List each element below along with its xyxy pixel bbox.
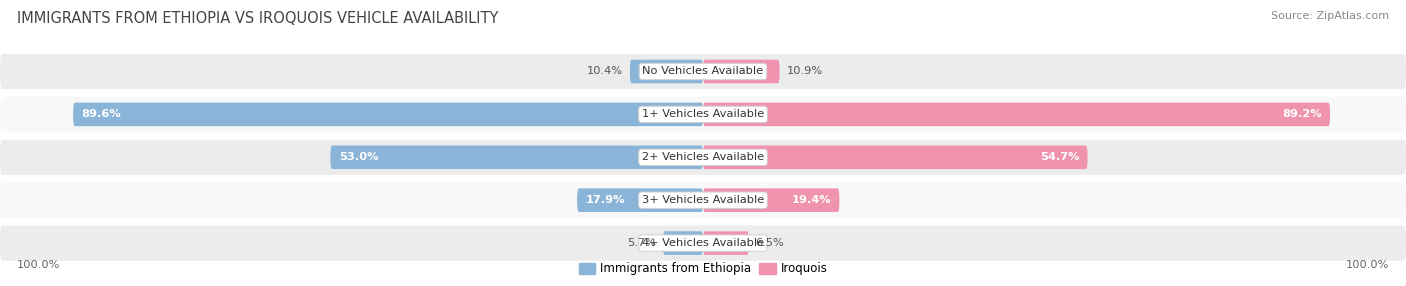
FancyBboxPatch shape [0, 54, 1406, 89]
Text: 10.9%: 10.9% [787, 67, 823, 76]
FancyBboxPatch shape [73, 103, 703, 126]
Text: 5.7%: 5.7% [627, 238, 655, 248]
FancyBboxPatch shape [330, 146, 703, 169]
FancyBboxPatch shape [703, 60, 779, 83]
FancyBboxPatch shape [703, 146, 1088, 169]
Text: 89.6%: 89.6% [82, 110, 121, 119]
FancyBboxPatch shape [0, 140, 1406, 175]
Text: 100.0%: 100.0% [1346, 260, 1389, 270]
Text: 10.4%: 10.4% [586, 67, 623, 76]
FancyBboxPatch shape [664, 231, 703, 255]
Text: IMMIGRANTS FROM ETHIOPIA VS IROQUOIS VEHICLE AVAILABILITY: IMMIGRANTS FROM ETHIOPIA VS IROQUOIS VEH… [17, 11, 498, 26]
FancyBboxPatch shape [0, 225, 1406, 261]
Text: 54.7%: 54.7% [1039, 152, 1080, 162]
FancyBboxPatch shape [0, 97, 1406, 132]
Text: No Vehicles Available: No Vehicles Available [643, 67, 763, 76]
FancyBboxPatch shape [703, 188, 839, 212]
Text: 100.0%: 100.0% [17, 260, 60, 270]
Legend: Immigrants from Ethiopia, Iroquois: Immigrants from Ethiopia, Iroquois [574, 258, 832, 280]
FancyBboxPatch shape [630, 60, 703, 83]
FancyBboxPatch shape [0, 182, 1406, 218]
FancyBboxPatch shape [578, 188, 703, 212]
Text: 89.2%: 89.2% [1282, 110, 1322, 119]
FancyBboxPatch shape [703, 103, 1330, 126]
FancyBboxPatch shape [703, 231, 749, 255]
Text: 19.4%: 19.4% [792, 195, 831, 205]
Text: 4+ Vehicles Available: 4+ Vehicles Available [643, 238, 763, 248]
Text: 17.9%: 17.9% [586, 195, 626, 205]
Text: 53.0%: 53.0% [339, 152, 378, 162]
Text: 2+ Vehicles Available: 2+ Vehicles Available [643, 152, 763, 162]
Text: Source: ZipAtlas.com: Source: ZipAtlas.com [1271, 11, 1389, 21]
Text: 1+ Vehicles Available: 1+ Vehicles Available [643, 110, 763, 119]
Text: 3+ Vehicles Available: 3+ Vehicles Available [643, 195, 763, 205]
Text: 6.5%: 6.5% [756, 238, 785, 248]
